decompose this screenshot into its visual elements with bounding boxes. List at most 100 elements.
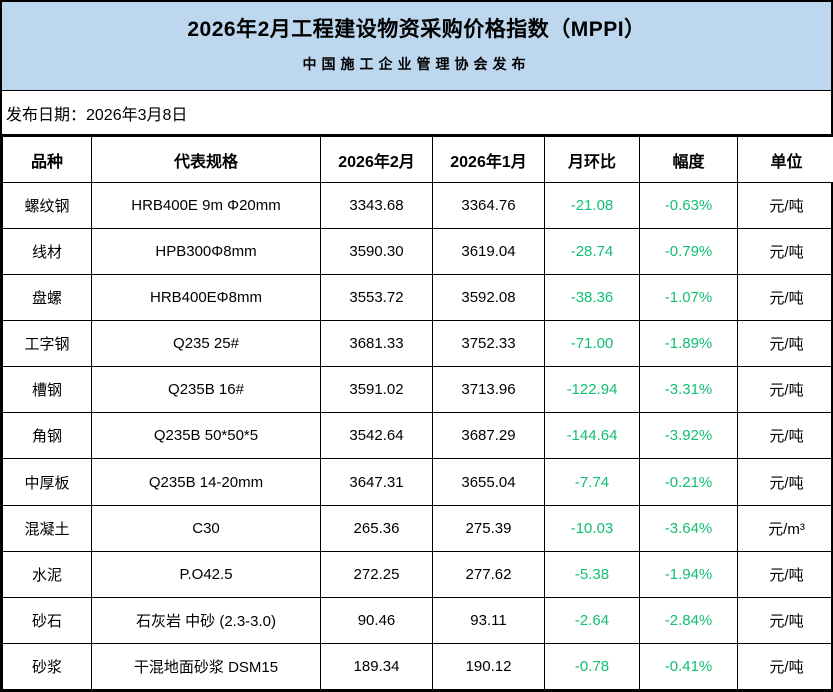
publish-date: 发布日期：2026年3月8日 (6, 106, 188, 124)
cell-material: 盘螺 (2, 274, 92, 322)
cell-pct-change: -0.41% (639, 642, 738, 691)
table-header: 品种 代表规格 2026年2月 2026年1月 月环比 幅度 单位 (2, 136, 833, 183)
column-header-material: 品种 (2, 136, 92, 183)
table-row: 槽钢 Q235B 16# 3591.02 3713.96 -122.94 -3.… (2, 366, 833, 414)
cell-unit: 元/吨 (737, 550, 833, 598)
cell-feb-price: 3591.02 (320, 366, 433, 414)
column-header-mom-change: 月环比 (544, 136, 640, 183)
price-table: 品种 代表规格 2026年2月 2026年1月 月环比 幅度 单位 螺纹钢 HR… (2, 136, 833, 691)
column-header-jan-price: 2026年1月 (432, 136, 545, 183)
cell-mom-change: -10.03 (544, 504, 640, 552)
cell-jan-price: 93.11 (432, 596, 545, 644)
cell-pct-change: -0.79% (639, 228, 738, 276)
cell-material: 角钢 (2, 412, 92, 460)
cell-feb-price: 3590.30 (320, 228, 433, 276)
column-header-unit: 单位 (737, 136, 833, 183)
table-row: 螺纹钢 HRB400E 9m Φ20mm 3343.68 3364.76 -21… (2, 181, 833, 230)
cell-jan-price: 3687.29 (432, 412, 545, 460)
table-row: 角钢 Q235B 50*50*5 3542.64 3687.29 -144.64… (2, 412, 833, 460)
cell-feb-price: 3681.33 (320, 320, 433, 368)
cell-pct-change: -0.21% (639, 458, 738, 506)
cell-jan-price: 275.39 (432, 504, 545, 552)
cell-feb-price: 189.34 (320, 642, 433, 691)
table-row: 盘螺 HRB400EΦ8mm 3553.72 3592.08 -38.36 -1… (2, 274, 833, 322)
cell-unit: 元/吨 (737, 366, 833, 414)
column-header-pct-change: 幅度 (639, 136, 738, 183)
cell-unit: 元/吨 (737, 320, 833, 368)
cell-jan-price: 3364.76 (432, 181, 545, 230)
cell-pct-change: -3.64% (639, 504, 738, 552)
cell-mom-change: -122.94 (544, 366, 640, 414)
cell-feb-price: 3542.64 (320, 412, 433, 460)
cell-material: 中厚板 (2, 458, 92, 506)
cell-pct-change: -2.84% (639, 596, 738, 644)
cell-pct-change: -1.94% (639, 550, 738, 598)
cell-feb-price: 90.46 (320, 596, 433, 644)
cell-spec: C30 (91, 504, 321, 552)
cell-spec: 干混地面砂浆 DSM15 (91, 642, 321, 691)
cell-pct-change: -0.63% (639, 181, 738, 230)
cell-material: 砂石 (2, 596, 92, 644)
cell-jan-price: 3619.04 (432, 228, 545, 276)
cell-mom-change: -7.74 (544, 458, 640, 506)
cell-mom-change: -21.08 (544, 181, 640, 230)
cell-material: 水泥 (2, 550, 92, 598)
cell-material: 槽钢 (2, 366, 92, 414)
cell-jan-price: 3713.96 (432, 366, 545, 414)
page-title: 2026年2月工程建设物资采购价格指数（MPPI） (187, 18, 646, 42)
table-row: 砂浆 干混地面砂浆 DSM15 189.34 190.12 -0.78 -0.4… (2, 642, 833, 691)
cell-mom-change: -144.64 (544, 412, 640, 460)
publish-date-row: 发布日期：2026年3月8日 (2, 91, 831, 136)
cell-material: 砂浆 (2, 642, 92, 691)
column-header-feb-price: 2026年2月 (320, 136, 433, 183)
price-table-wrap: 品种 代表规格 2026年2月 2026年1月 月环比 幅度 单位 螺纹钢 HR… (2, 136, 833, 691)
cell-mom-change: -5.38 (544, 550, 640, 598)
cell-unit: 元/吨 (737, 412, 833, 460)
column-header-spec: 代表规格 (91, 136, 321, 183)
cell-spec: HRB400EΦ8mm (91, 274, 321, 322)
cell-pct-change: -1.89% (639, 320, 738, 368)
cell-spec: Q235B 16# (91, 366, 321, 414)
cell-spec: Q235 25# (91, 320, 321, 368)
cell-mom-change: -2.64 (544, 596, 640, 644)
table-body: 螺纹钢 HRB400E 9m Φ20mm 3343.68 3364.76 -21… (2, 181, 833, 691)
cell-jan-price: 3752.33 (432, 320, 545, 368)
cell-feb-price: 3553.72 (320, 274, 433, 322)
cell-unit: 元/吨 (737, 274, 833, 322)
cell-pct-change: -1.07% (639, 274, 738, 322)
cell-jan-price: 190.12 (432, 642, 545, 691)
cell-spec: P.O42.5 (91, 550, 321, 598)
cell-unit: 元/吨 (737, 181, 833, 230)
cell-feb-price: 3343.68 (320, 181, 433, 230)
cell-spec: Q235B 50*50*5 (91, 412, 321, 460)
cell-material: 螺纹钢 (2, 181, 92, 230)
cell-jan-price: 3592.08 (432, 274, 545, 322)
table-row: 混凝土 C30 265.36 275.39 -10.03 -3.64% 元/m³ (2, 504, 833, 552)
cell-unit: 元/吨 (737, 642, 833, 691)
table-row: 水泥 P.O42.5 272.25 277.62 -5.38 -1.94% 元/… (2, 550, 833, 598)
cell-mom-change: -71.00 (544, 320, 640, 368)
table-row: 工字钢 Q235 25# 3681.33 3752.33 -71.00 -1.8… (2, 320, 833, 368)
cell-feb-price: 265.36 (320, 504, 433, 552)
cell-spec: 石灰岩 中砂 (2.3-3.0) (91, 596, 321, 644)
title-block: 2026年2月工程建设物资采购价格指数（MPPI） 中国施工企业管理协会发布 (2, 2, 831, 91)
cell-material: 工字钢 (2, 320, 92, 368)
cell-material: 线材 (2, 228, 92, 276)
cell-unit: 元/吨 (737, 458, 833, 506)
cell-mom-change: -28.74 (544, 228, 640, 276)
cell-unit: 元/吨 (737, 596, 833, 644)
cell-pct-change: -3.92% (639, 412, 738, 460)
cell-feb-price: 272.25 (320, 550, 433, 598)
cell-pct-change: -3.31% (639, 366, 738, 414)
cell-mom-change: -0.78 (544, 642, 640, 691)
cell-feb-price: 3647.31 (320, 458, 433, 506)
publisher-subtitle: 中国施工企业管理协会发布 (302, 56, 531, 73)
table-row: 砂石 石灰岩 中砂 (2.3-3.0) 90.46 93.11 -2.64 -2… (2, 596, 833, 644)
cell-spec: HRB400E 9m Φ20mm (91, 181, 321, 230)
cell-jan-price: 277.62 (432, 550, 545, 598)
cell-spec: Q235B 14-20mm (91, 458, 321, 506)
table-row: 中厚板 Q235B 14-20mm 3647.31 3655.04 -7.74 … (2, 458, 833, 506)
cell-spec: HPB300Φ8mm (91, 228, 321, 276)
cell-unit: 元/m³ (737, 504, 833, 552)
